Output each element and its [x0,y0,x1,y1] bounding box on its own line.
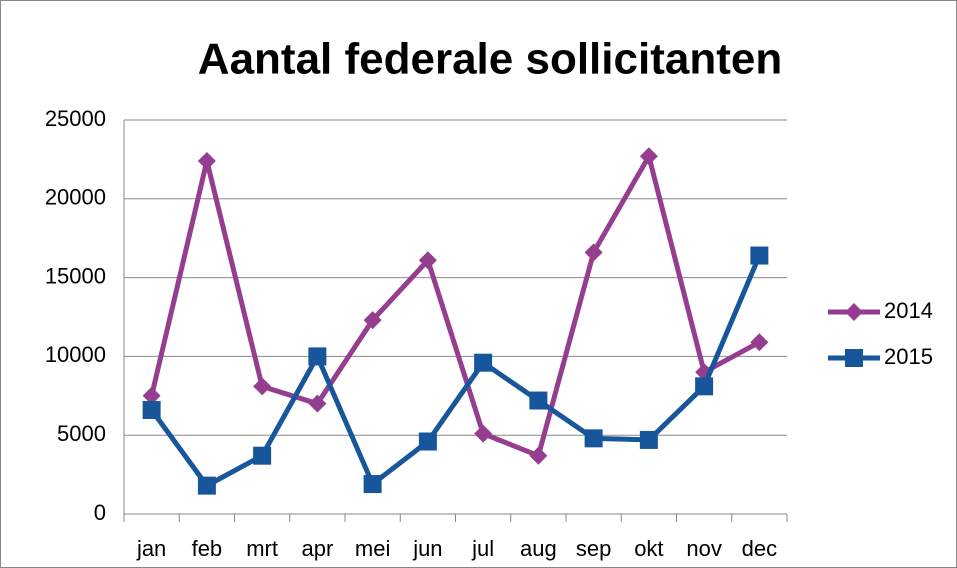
x-tick-label: mrt [246,536,278,561]
point-marker [639,430,658,449]
x-tick-label: aug [520,536,557,561]
x-tick-label: feb [192,536,223,561]
legend-marker [845,303,863,321]
point-marker [308,394,327,413]
x-tick-label: dec [742,536,777,561]
x-tick-label: okt [634,536,663,561]
point-marker [418,251,437,270]
legend-marker [845,349,863,367]
point-marker [142,386,161,405]
point-marker [253,446,272,465]
point-marker [584,243,603,262]
legend-label: 2015 [884,344,933,369]
point-marker [197,476,216,495]
x-tick-label: jun [412,536,442,561]
point-marker [750,333,769,352]
y-tick-label: 20000 [45,185,106,210]
y-tick-label: 10000 [45,342,106,367]
x-tick-label: sep [576,536,611,561]
y-tick-label: 5000 [57,421,106,446]
x-tick-label: jul [471,536,494,561]
point-marker [474,353,493,372]
point-marker [639,147,658,166]
y-tick-label: 0 [94,500,106,525]
point-marker [253,377,272,396]
legend-label: 2014 [884,298,933,323]
point-marker [695,377,714,396]
x-tick-label: apr [301,536,333,561]
y-tick-label: 25000 [45,106,106,131]
point-marker [418,432,437,451]
y-tick-label: 15000 [45,263,106,288]
x-tick-label: mei [355,536,390,561]
point-marker [197,151,216,170]
point-marker [308,347,327,366]
x-tick-label: nov [686,536,721,561]
point-marker [529,446,548,465]
x-tick-label: jan [136,536,166,561]
point-marker [363,311,382,330]
point-marker [529,391,548,410]
point-marker [363,475,382,494]
point-marker [474,424,493,443]
series-line [149,153,761,459]
point-marker [750,246,769,265]
chart-title: Aantal federale sollicitanten [198,35,782,84]
point-marker [584,429,603,448]
series-line [149,254,762,489]
point-marker [142,400,161,419]
